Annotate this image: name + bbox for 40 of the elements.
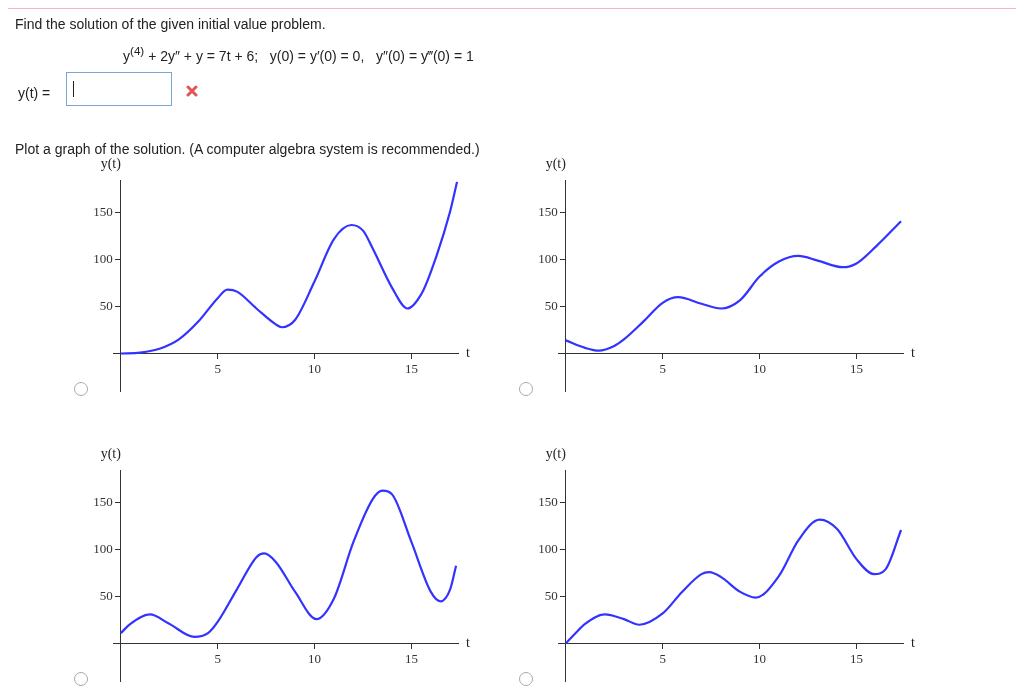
x-axis-title: t [911, 345, 915, 361]
y-tick-label: 100 [93, 251, 113, 267]
x-tick-label: 5 [659, 360, 666, 376]
y-tick-label: 100 [538, 541, 558, 557]
line-series [119, 180, 458, 355]
x-tick-label: 15 [849, 360, 863, 376]
x-axis-title: t [911, 635, 915, 651]
y-tick-label: 100 [538, 251, 558, 267]
y-axis-title: y(t) [100, 445, 122, 462]
text: Plot a graph of the solution. (A computer algebra system is recommended.) [15, 141, 480, 157]
x-axis-title: t [466, 635, 470, 651]
x-tick-label: 10 [308, 360, 322, 376]
line-series [564, 518, 903, 645]
y-tick-label: 150 [538, 494, 558, 510]
text: y$^{(4)}$ + 2y″ + y = 7t + 6; y(0) = y′(0) = 0, y″(0) = y‴(0) = 1 [123, 44, 474, 64]
x-tick-label: 15 [404, 360, 418, 376]
y-tick-label: 50 [544, 588, 558, 604]
y-tick-label: 100 [93, 541, 113, 557]
x-tick-label: 10 [753, 650, 767, 666]
x-axis-title: t [466, 345, 470, 361]
x-tick-label: 5 [659, 650, 666, 666]
y-tick-label: 150 [93, 494, 113, 510]
x-tick-label: 10 [308, 650, 322, 666]
y-tick-label: 150 [93, 204, 113, 220]
text: y(t) = [18, 85, 51, 101]
line-series [564, 220, 903, 352]
x-tick-label: 15 [404, 650, 418, 666]
y-axis-title: y(t) [100, 155, 122, 172]
line-series [119, 489, 458, 639]
y-tick-label: 50 [99, 298, 113, 314]
y-tick-label: 150 [538, 204, 558, 220]
y-axis-title: y(t) [545, 445, 567, 462]
x-tick-label: 10 [753, 360, 767, 376]
y-axis-title: y(t) [545, 155, 567, 172]
text: Find the solution of the given initial value problem. [15, 16, 326, 32]
x-tick-label: 5 [214, 650, 221, 666]
x-tick-label: 5 [214, 360, 221, 376]
x-tick-label: 15 [849, 650, 863, 666]
y-tick-label: 50 [99, 588, 113, 604]
y-tick-label: 50 [544, 298, 558, 314]
